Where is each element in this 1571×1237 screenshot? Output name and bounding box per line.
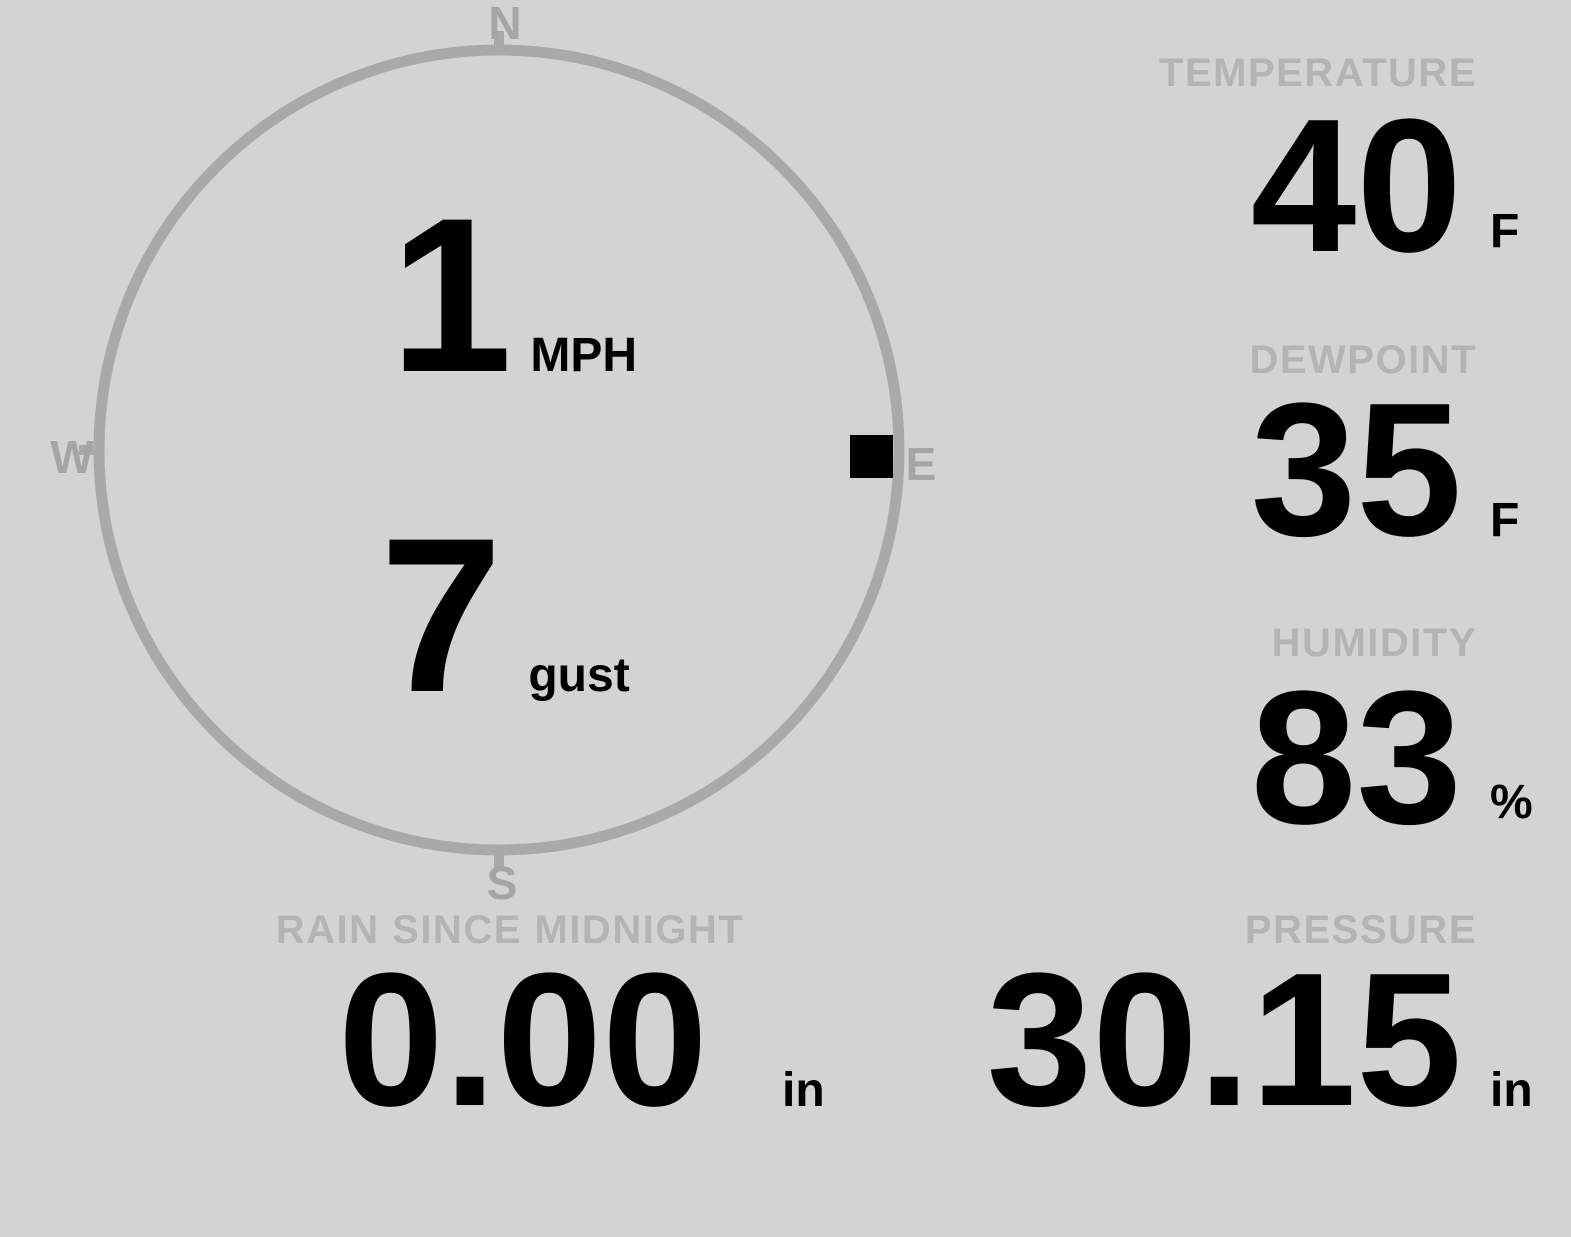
rain-unit: in <box>782 1064 825 1117</box>
humidity-unit: % <box>1490 776 1533 829</box>
rain-label: RAIN SINCE MIDNIGHT <box>275 908 745 952</box>
rain-value: 0.00 <box>338 934 708 1146</box>
wind-gust-value: 7 <box>380 492 503 738</box>
pressure-value: 30.15 <box>986 934 1462 1146</box>
pressure-label: PRESSURE <box>1244 908 1477 952</box>
wind-speed-row: 1 MPH <box>390 185 637 405</box>
compass-label-west: W <box>50 431 94 483</box>
dewpoint-unit: F <box>1490 494 1520 547</box>
south-tick <box>494 854 504 869</box>
wind-gust-row: 7 gust <box>380 505 630 725</box>
compass-ring <box>93 44 905 856</box>
wind-speed-unit: MPH <box>530 329 638 382</box>
west-tick <box>79 445 94 455</box>
wind-compass-dial <box>79 31 905 869</box>
wind-gust-unit: gust <box>528 649 630 702</box>
humidity-value: 83 <box>1250 652 1462 864</box>
compass-label-east: E <box>905 438 937 490</box>
compass-label-south: S <box>486 857 518 909</box>
dewpoint-value: 35 <box>1250 364 1462 576</box>
north-tick <box>494 31 504 46</box>
humidity-label: HUMIDITY <box>1271 621 1477 665</box>
wind-speed-value: 1 <box>390 172 513 418</box>
compass-label-north: N <box>488 0 522 49</box>
dewpoint-label: DEWPOINT <box>1249 338 1477 382</box>
temperature-unit: F <box>1490 205 1520 258</box>
wind-direction-marker <box>850 435 893 478</box>
temperature-value: 40 <box>1250 80 1462 292</box>
pressure-unit: in <box>1490 1064 1533 1117</box>
temperature-label: TEMPERATURE <box>1159 51 1477 95</box>
